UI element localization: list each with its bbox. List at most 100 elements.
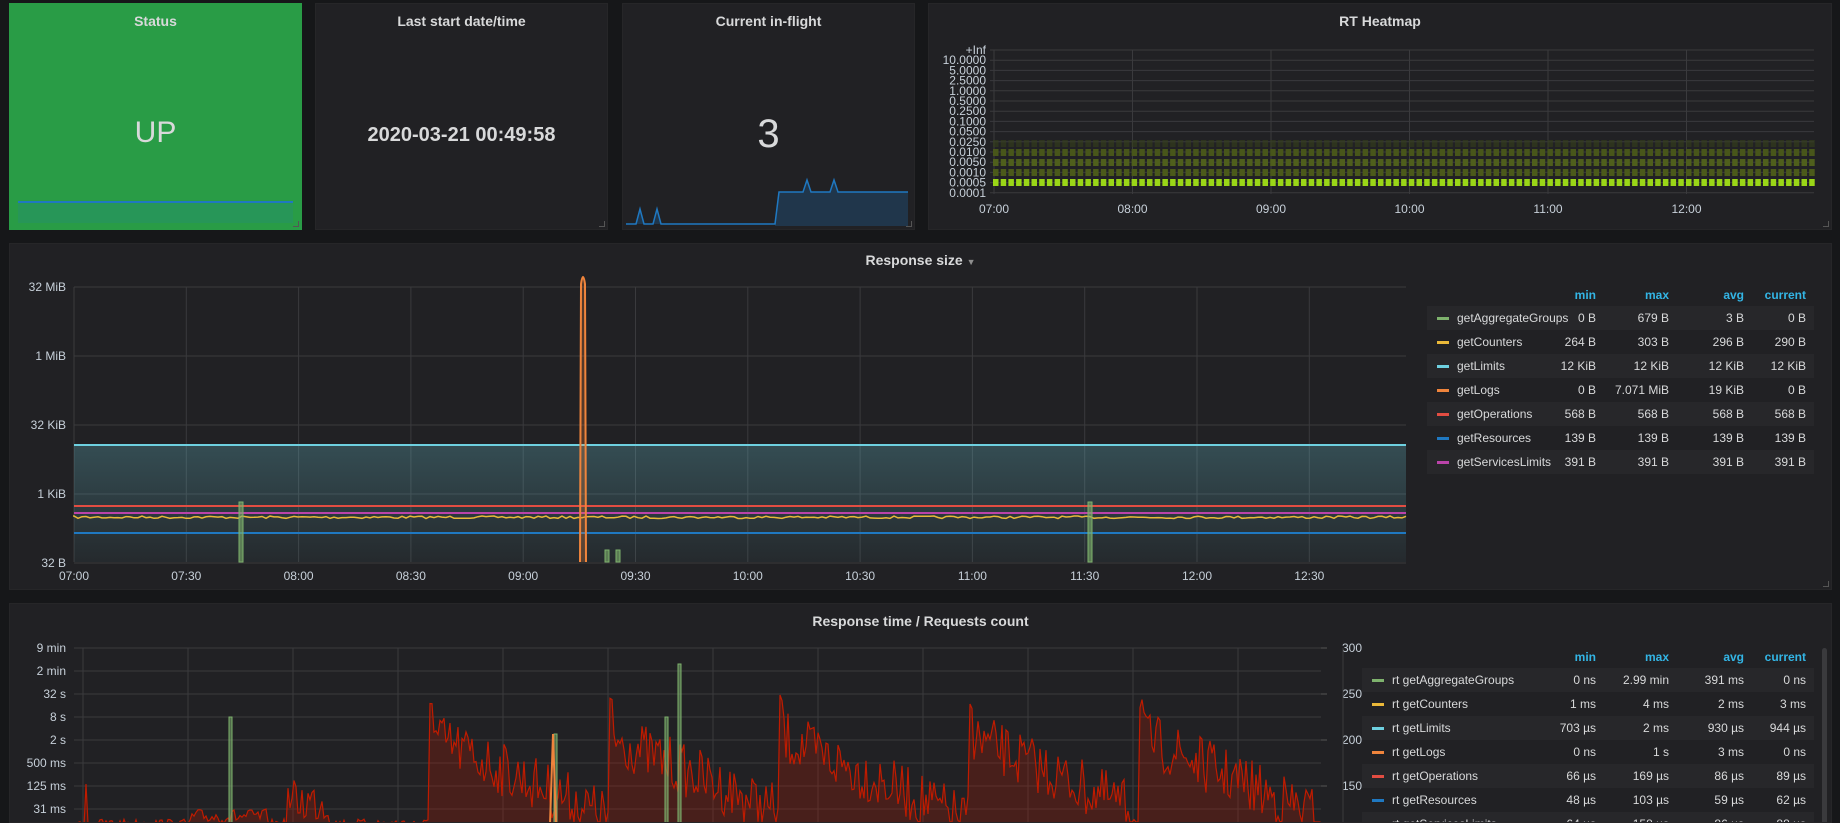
legend-row[interactable]: rt getOperations 66 µs 169 µs 86 µs 89 µs (1362, 764, 1814, 788)
heatmap-cell (1231, 149, 1238, 156)
heatmap-cell (1632, 179, 1638, 186)
heatmap-cell (1154, 169, 1161, 176)
heatmap-cell (1231, 159, 1238, 166)
series-color-swatch[interactable] (1372, 799, 1384, 802)
series-name[interactable]: rt getResources (1392, 793, 1477, 807)
y-tick-label: 32 KiB (31, 418, 66, 432)
legend-header-avg[interactable]: avg (1723, 288, 1744, 302)
legend-value-max: 139 B (1637, 431, 1669, 445)
resize-handle[interactable] (1823, 221, 1829, 227)
y-tick-label: 9 min (37, 641, 66, 655)
heatmap-cell (1070, 140, 1076, 147)
series-name[interactable]: rt getAggregateGroups (1392, 673, 1515, 687)
series-color-swatch[interactable] (1437, 413, 1449, 416)
heatmap-cell (1277, 140, 1284, 147)
series-name[interactable]: getOperations (1457, 407, 1533, 421)
heatmap-cell (1062, 169, 1068, 176)
getLimits-area (74, 445, 1406, 562)
legend-row[interactable]: rt getLogs 0 ns 1 s 3 ms 0 ns (1362, 740, 1814, 764)
legend-row[interactable]: getAggregateGroups 0 B 679 B 3 B 0 B (1427, 306, 1814, 330)
legend-header-avg[interactable]: avg (1723, 650, 1744, 664)
series-name[interactable]: getServicesLimits (1457, 455, 1552, 469)
heatmap-cell (1408, 159, 1415, 166)
heatmap-cell (1193, 169, 1199, 176)
heatmap-cell (1678, 159, 1684, 166)
series-color-swatch[interactable] (1372, 703, 1384, 706)
legend-row[interactable]: rt getLimits 703 µs 2 ms 930 µs 944 µs (1362, 716, 1814, 740)
heatmap-cell (1301, 179, 1307, 186)
heatmap-cell (1339, 149, 1345, 156)
panel-title[interactable]: Response size ▼ (10, 252, 1831, 268)
legend-header-max[interactable]: max (1644, 650, 1669, 664)
legend-scrollbar[interactable] (1822, 648, 1827, 822)
resize-handle[interactable] (906, 221, 912, 227)
resize-handle[interactable] (1823, 581, 1829, 587)
series-color-swatch[interactable] (1437, 317, 1449, 320)
heatmap-cell (1701, 149, 1707, 156)
heatmap-cell (1000, 179, 1007, 186)
heatmap-cell (1562, 159, 1569, 166)
heatmap-cell (1501, 140, 1507, 147)
legend-value-max: 2.99 min (1622, 673, 1669, 687)
series-color-swatch[interactable] (1437, 365, 1449, 368)
heatmap-cell (1470, 169, 1476, 176)
legend-header-max[interactable]: max (1644, 288, 1669, 302)
legend-row[interactable]: getLogs 0 B 7.071 MiB 19 KiB 0 B (1427, 378, 1814, 402)
series-name[interactable]: getLogs (1457, 383, 1500, 397)
heatmap-cell (1139, 149, 1145, 156)
series-color-swatch[interactable] (1437, 341, 1449, 344)
series-name[interactable]: rt getCounters (1392, 697, 1469, 711)
heatmap-cell (1316, 140, 1322, 147)
series-color-swatch[interactable] (1372, 751, 1384, 754)
x-tick-label: 10:30 (845, 569, 875, 583)
heatmap-cell (1100, 159, 1107, 166)
heatmap-cell (1593, 159, 1600, 166)
legend-header-min[interactable]: min (1574, 650, 1596, 664)
series-name[interactable]: getResources (1457, 431, 1532, 445)
series-name[interactable]: getCounters (1457, 335, 1523, 349)
heatmap-cell (1085, 140, 1091, 147)
series-color-swatch[interactable] (1437, 437, 1449, 440)
series-color-swatch[interactable] (1437, 389, 1449, 392)
heatmap-cell (1793, 169, 1800, 176)
legend-value-max: 1 s (1652, 745, 1669, 759)
heatmap-cell (1601, 159, 1607, 166)
legend-value-max: 103 µs (1632, 793, 1669, 807)
heatmap-cell (1370, 140, 1376, 147)
series-color-swatch[interactable] (1372, 679, 1384, 682)
legend-row[interactable]: rt getCounters 1 ms 4 ms 2 ms 3 ms (1362, 692, 1814, 716)
series-color-swatch[interactable] (1372, 727, 1384, 730)
legend-value-current: 3 ms (1779, 697, 1806, 711)
legend-header-current[interactable]: current (1764, 650, 1806, 664)
heatmap-cell (1778, 159, 1784, 166)
resize-handle[interactable] (599, 221, 605, 227)
series-color-swatch[interactable] (1437, 461, 1449, 464)
heatmap-cell (1385, 159, 1392, 166)
legend-row[interactable]: rt getResources 48 µs 103 µs 59 µs 62 µs (1362, 788, 1814, 812)
legend-row[interactable]: getOperations 568 B 568 B 568 B 568 B (1427, 402, 1814, 426)
resize-handle[interactable] (293, 221, 299, 227)
legend-row[interactable]: getServicesLimits 391 B 391 B 391 B 391 B (1427, 450, 1814, 474)
heatmap-cell (1516, 159, 1523, 166)
legend-header-min[interactable]: min (1574, 288, 1596, 302)
heatmap-cell (1570, 179, 1576, 186)
legend-header-current[interactable]: current (1764, 288, 1806, 302)
series-color-swatch[interactable] (1372, 775, 1384, 778)
heatmap-cell (1770, 169, 1777, 176)
series-name[interactable]: getLimits (1457, 359, 1506, 373)
legend-row[interactable]: rt getAggregateGroups 0 ns 2.99 min 391 ms 0… (1362, 668, 1814, 692)
legend-row[interactable]: getLimits 12 KiB 12 KiB 12 KiB 12 KiB (1427, 354, 1814, 378)
y-tick-label: 32 B (41, 556, 66, 570)
heatmap-cell (1108, 140, 1114, 147)
heatmap-cell (1416, 179, 1422, 186)
heatmap-cell (1054, 159, 1061, 166)
series-name[interactable]: rt getLimits (1392, 721, 1451, 735)
heatmap-cell (1763, 149, 1769, 156)
legend-row[interactable]: getResources 139 B 139 B 139 B 139 B (1427, 426, 1814, 450)
x-tick-label: 08:00 (1117, 202, 1147, 216)
legend-row[interactable]: getCounters 264 B 303 B 296 B 290 B (1427, 330, 1814, 354)
series-name[interactable]: rt getLogs (1392, 745, 1446, 759)
legend-value-max: 4 ms (1642, 697, 1669, 711)
series-name[interactable]: rt getOperations (1392, 769, 1479, 783)
series-name[interactable]: getAggregateGroups (1457, 311, 1569, 325)
